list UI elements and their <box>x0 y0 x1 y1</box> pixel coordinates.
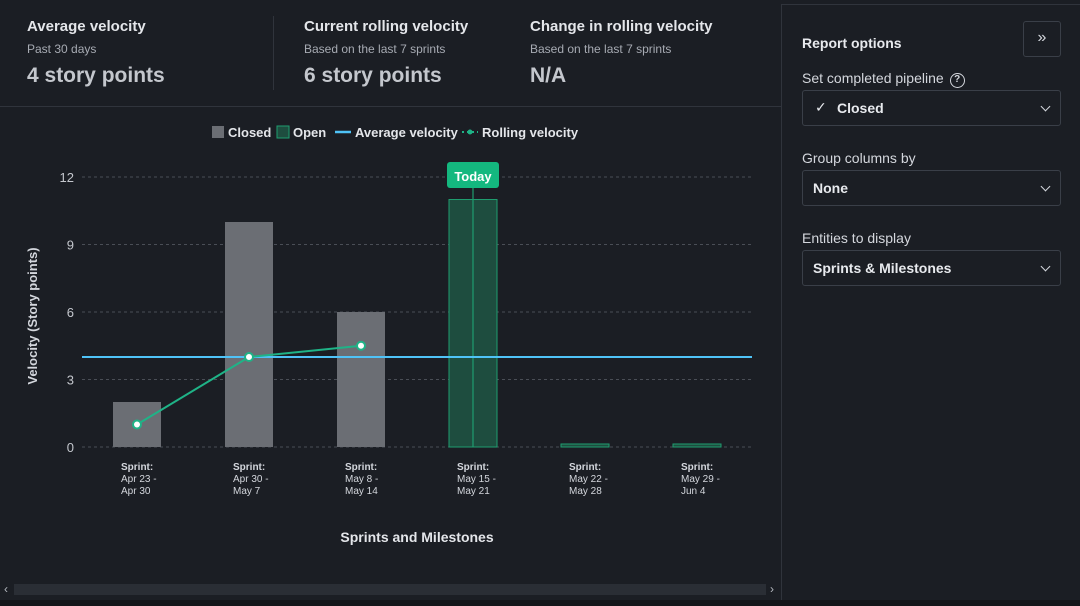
stat-value: N/A <box>530 64 567 87</box>
bar-closed[interactable] <box>225 222 273 447</box>
chevron-down-icon <box>1040 181 1051 192</box>
x-tick-label: May 22 - <box>569 474 608 485</box>
bar-closed[interactable] <box>337 312 385 447</box>
horizontal-scrollbar[interactable]: ‹ › <box>0 580 781 600</box>
x-tick-label: Sprint: <box>457 462 489 473</box>
x-axis-label: Sprints and Milestones <box>340 529 493 545</box>
collapse-panel-button[interactable]: » <box>1023 21 1061 57</box>
rolling-velocity-point[interactable] <box>244 352 254 362</box>
x-tick-label: May 14 <box>345 486 378 497</box>
stat-title: Change in rolling velocity <box>530 18 713 35</box>
group-columns-select-value: None <box>813 180 848 196</box>
bar-open[interactable] <box>672 443 722 448</box>
chevron-down-icon <box>1040 101 1051 112</box>
x-tick-label: Sprint: <box>121 462 153 473</box>
x-tick-label: Sprint: <box>681 462 713 473</box>
report-options-title: Report options <box>802 35 902 51</box>
pipeline-label: Set completed pipeline? <box>802 70 965 88</box>
legend-label-average: Average velocity <box>355 125 459 140</box>
legend-label-closed: Closed <box>228 125 271 140</box>
x-tick-label: May 15 - <box>457 474 496 485</box>
y-tick-label: 3 <box>67 373 74 388</box>
report-main: Average velocity Past 30 days 4 story po… <box>0 0 781 600</box>
stat-title: Average velocity <box>27 18 146 35</box>
entities-select-value: Sprints & Milestones <box>813 260 952 276</box>
today-badge-label: Today <box>454 169 492 184</box>
stat-subtitle: Based on the last 7 sprints <box>304 42 446 56</box>
x-tick-label: Apr 30 - <box>233 474 269 485</box>
velocity-chart: Closed Open Average velocity Rolling veloci… <box>0 108 781 578</box>
x-tick-label: Apr 30 <box>121 486 151 497</box>
y-tick-label: 12 <box>60 170 74 185</box>
stats-divider <box>273 16 274 90</box>
x-tick-label: Jun 4 <box>681 486 706 497</box>
x-tick-label: Apr 23 - <box>121 474 157 485</box>
stat-change-rolling-velocity: Change in rolling velocity Based on the … <box>530 18 713 88</box>
y-tick-label: 6 <box>67 305 74 320</box>
rolling-velocity-point[interactable] <box>356 340 366 351</box>
stat-subtitle: Based on the last 7 sprints <box>530 42 672 56</box>
bottom-strip <box>0 600 1080 606</box>
today-badge <box>447 162 499 188</box>
pipeline-select[interactable]: ✓ Closed <box>802 90 1061 126</box>
x-tick-label: Sprint: <box>569 462 601 473</box>
y-axis-label: Velocity (Story points) <box>25 247 40 384</box>
velocity-chart-svg: Closed Open Average velocity Rolling veloci… <box>25 125 752 545</box>
stat-value: 6 story points <box>304 64 442 87</box>
rolling-velocity-point[interactable] <box>132 419 142 430</box>
x-tick-label: Sprint: <box>345 462 377 473</box>
help-icon[interactable]: ? <box>949 73 965 88</box>
entities-label: Entities to display <box>802 230 911 246</box>
x-tick-label: May 7 <box>233 486 261 497</box>
x-tick-label: May 8 - <box>345 474 378 485</box>
group-columns-select[interactable]: None <box>802 170 1061 206</box>
scroll-left-icon[interactable]: ‹ <box>4 582 8 596</box>
legend-label-open: Open <box>293 125 326 140</box>
stat-average-velocity: Average velocity Past 30 days 4 story po… <box>27 18 165 88</box>
legend-swatch-closed <box>212 126 224 138</box>
check-icon: ✓ <box>815 99 827 115</box>
chevron-down-icon <box>1040 261 1051 272</box>
legend-swatch-open <box>276 125 290 139</box>
legend-dot-rolling <box>467 129 473 135</box>
x-tick-label: Sprint: <box>233 462 265 473</box>
x-tick-label: May 21 <box>457 486 490 497</box>
report-options-panel: Report options » Set completed pipeline?… <box>781 4 1080 600</box>
stat-value: 4 story points <box>27 64 165 87</box>
stat-subtitle: Past 30 days <box>27 42 97 56</box>
scroll-right-icon[interactable]: › <box>770 582 774 596</box>
entities-select[interactable]: Sprints & Milestones <box>802 250 1061 286</box>
x-tick-label: May 29 - <box>681 474 720 485</box>
stat-title: Current rolling velocity <box>304 18 469 35</box>
bar-open[interactable] <box>560 443 610 448</box>
pipeline-select-value: Closed <box>837 100 884 116</box>
stat-current-rolling-velocity: Current rolling velocity Based on the la… <box>304 18 468 88</box>
group-columns-label: Group columns by <box>802 150 916 166</box>
x-tick-label: May 28 <box>569 486 602 497</box>
pipeline-label-text: Set completed pipeline <box>802 70 944 86</box>
y-tick-label: 0 <box>67 440 74 455</box>
scroll-track[interactable] <box>14 584 766 595</box>
stats-bar: Average velocity Past 30 days 4 story po… <box>0 0 781 107</box>
y-tick-label: 9 <box>67 238 74 253</box>
legend-label-rolling: Rolling velocity <box>482 125 579 140</box>
